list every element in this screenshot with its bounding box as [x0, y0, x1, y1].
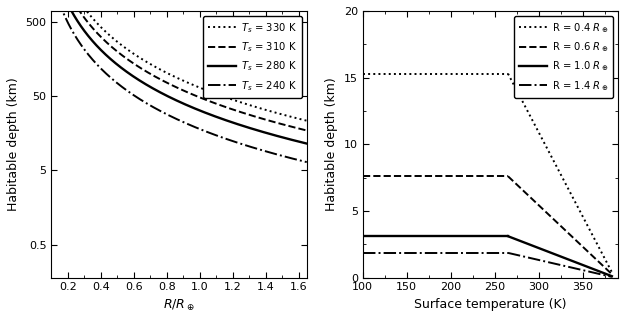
Y-axis label: Habitable depth (km): Habitable depth (km)	[7, 77, 20, 211]
X-axis label: $R/R_\oplus$: $R/R_\oplus$	[163, 298, 195, 313]
X-axis label: Surface temperature (K): Surface temperature (K)	[414, 298, 567, 311]
Legend: $T_s$ = 330 K, $T_s$ = 310 K, $T_s$ = 280 K, $T_s$ = 240 K: $T_s$ = 330 K, $T_s$ = 310 K, $T_s$ = 28…	[203, 16, 302, 98]
Y-axis label: Habitable depth (km): Habitable depth (km)	[325, 77, 338, 211]
Legend: R = 0.4 $R_\oplus$, R = 0.6 $R_\oplus$, R = 1.0 $R_\oplus$, R = 1.4 $R_\oplus$: R = 0.4 $R_\oplus$, R = 0.6 $R_\oplus$, …	[514, 16, 613, 98]
